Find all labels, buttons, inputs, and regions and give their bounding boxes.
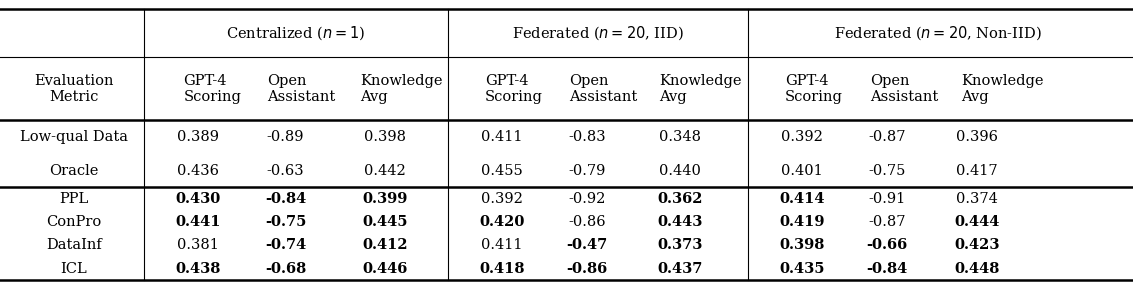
Text: PPL: PPL [59, 192, 88, 206]
Text: 0.392: 0.392 [782, 130, 823, 144]
Text: -0.84: -0.84 [867, 262, 908, 276]
Text: 0.423: 0.423 [954, 239, 999, 253]
Text: Federated ($n = 20$, IID): Federated ($n = 20$, IID) [512, 24, 683, 42]
Text: GPT-4
Scoring: GPT-4 Scoring [485, 74, 543, 104]
Text: 0.444: 0.444 [954, 215, 999, 229]
Text: -0.79: -0.79 [569, 164, 605, 178]
Text: 0.362: 0.362 [657, 192, 702, 206]
Text: -0.84: -0.84 [265, 192, 306, 206]
Text: 0.411: 0.411 [482, 239, 522, 253]
Text: Knowledge
Avg: Knowledge Avg [961, 74, 1043, 104]
Text: Low-qual Data: Low-qual Data [19, 130, 128, 144]
Text: 0.430: 0.430 [176, 192, 221, 206]
Text: Evaluation
Metric: Evaluation Metric [34, 74, 113, 104]
Text: 0.445: 0.445 [363, 215, 408, 229]
Text: 0.412: 0.412 [363, 239, 408, 253]
Text: 0.411: 0.411 [482, 130, 522, 144]
Text: 0.448: 0.448 [954, 262, 999, 276]
Text: 0.417: 0.417 [956, 164, 997, 178]
Text: 0.446: 0.446 [363, 262, 408, 276]
Text: 0.389: 0.389 [177, 130, 220, 144]
Text: Federated ($n = 20$, Non-IID): Federated ($n = 20$, Non-IID) [834, 24, 1041, 42]
Text: Centralized ($n = 1$): Centralized ($n = 1$) [227, 24, 366, 42]
Text: -0.87: -0.87 [868, 215, 906, 229]
Text: 0.420: 0.420 [479, 215, 525, 229]
Text: 0.399: 0.399 [363, 192, 408, 206]
Text: -0.91: -0.91 [869, 192, 905, 206]
Text: 0.455: 0.455 [482, 164, 522, 178]
Text: 0.398: 0.398 [780, 239, 825, 253]
Text: GPT-4
Scoring: GPT-4 Scoring [184, 74, 241, 104]
Text: 0.419: 0.419 [780, 215, 825, 229]
Text: Open
Assistant: Open Assistant [870, 74, 938, 104]
Text: 0.435: 0.435 [780, 262, 825, 276]
Text: Open
Assistant: Open Assistant [569, 74, 637, 104]
Text: -0.83: -0.83 [568, 130, 606, 144]
Text: -0.86: -0.86 [566, 262, 607, 276]
Text: 0.374: 0.374 [956, 192, 997, 206]
Text: 0.438: 0.438 [176, 262, 221, 276]
Text: 0.441: 0.441 [176, 215, 221, 229]
Text: 0.437: 0.437 [657, 262, 702, 276]
Text: -0.74: -0.74 [265, 239, 306, 253]
Text: ICL: ICL [60, 262, 87, 276]
Text: Open
Assistant: Open Assistant [267, 74, 335, 104]
Text: -0.66: -0.66 [867, 239, 908, 253]
Text: 0.418: 0.418 [479, 262, 525, 276]
Text: ConPro: ConPro [46, 215, 101, 229]
Text: 0.443: 0.443 [657, 215, 702, 229]
Text: 0.436: 0.436 [177, 164, 220, 178]
Text: 0.440: 0.440 [659, 164, 700, 178]
Text: -0.87: -0.87 [868, 130, 906, 144]
Text: 0.392: 0.392 [482, 192, 522, 206]
Text: GPT-4
Scoring: GPT-4 Scoring [785, 74, 843, 104]
Text: -0.75: -0.75 [265, 215, 306, 229]
Text: Knowledge
Avg: Knowledge Avg [360, 74, 443, 104]
Text: 0.401: 0.401 [782, 164, 823, 178]
Text: -0.89: -0.89 [266, 130, 305, 144]
Text: -0.47: -0.47 [566, 239, 607, 253]
Text: Knowledge
Avg: Knowledge Avg [659, 74, 742, 104]
Text: 0.414: 0.414 [780, 192, 825, 206]
Text: -0.86: -0.86 [568, 215, 606, 229]
Text: -0.92: -0.92 [569, 192, 605, 206]
Text: 0.398: 0.398 [364, 130, 407, 144]
Text: -0.63: -0.63 [266, 164, 305, 178]
Text: 0.381: 0.381 [178, 239, 219, 253]
Text: 0.442: 0.442 [365, 164, 406, 178]
Text: DataInf: DataInf [45, 239, 102, 253]
Text: -0.75: -0.75 [869, 164, 905, 178]
Text: 0.348: 0.348 [658, 130, 701, 144]
Text: Oracle: Oracle [49, 164, 99, 178]
Text: 0.373: 0.373 [657, 239, 702, 253]
Text: -0.68: -0.68 [265, 262, 306, 276]
Text: 0.396: 0.396 [955, 130, 998, 144]
